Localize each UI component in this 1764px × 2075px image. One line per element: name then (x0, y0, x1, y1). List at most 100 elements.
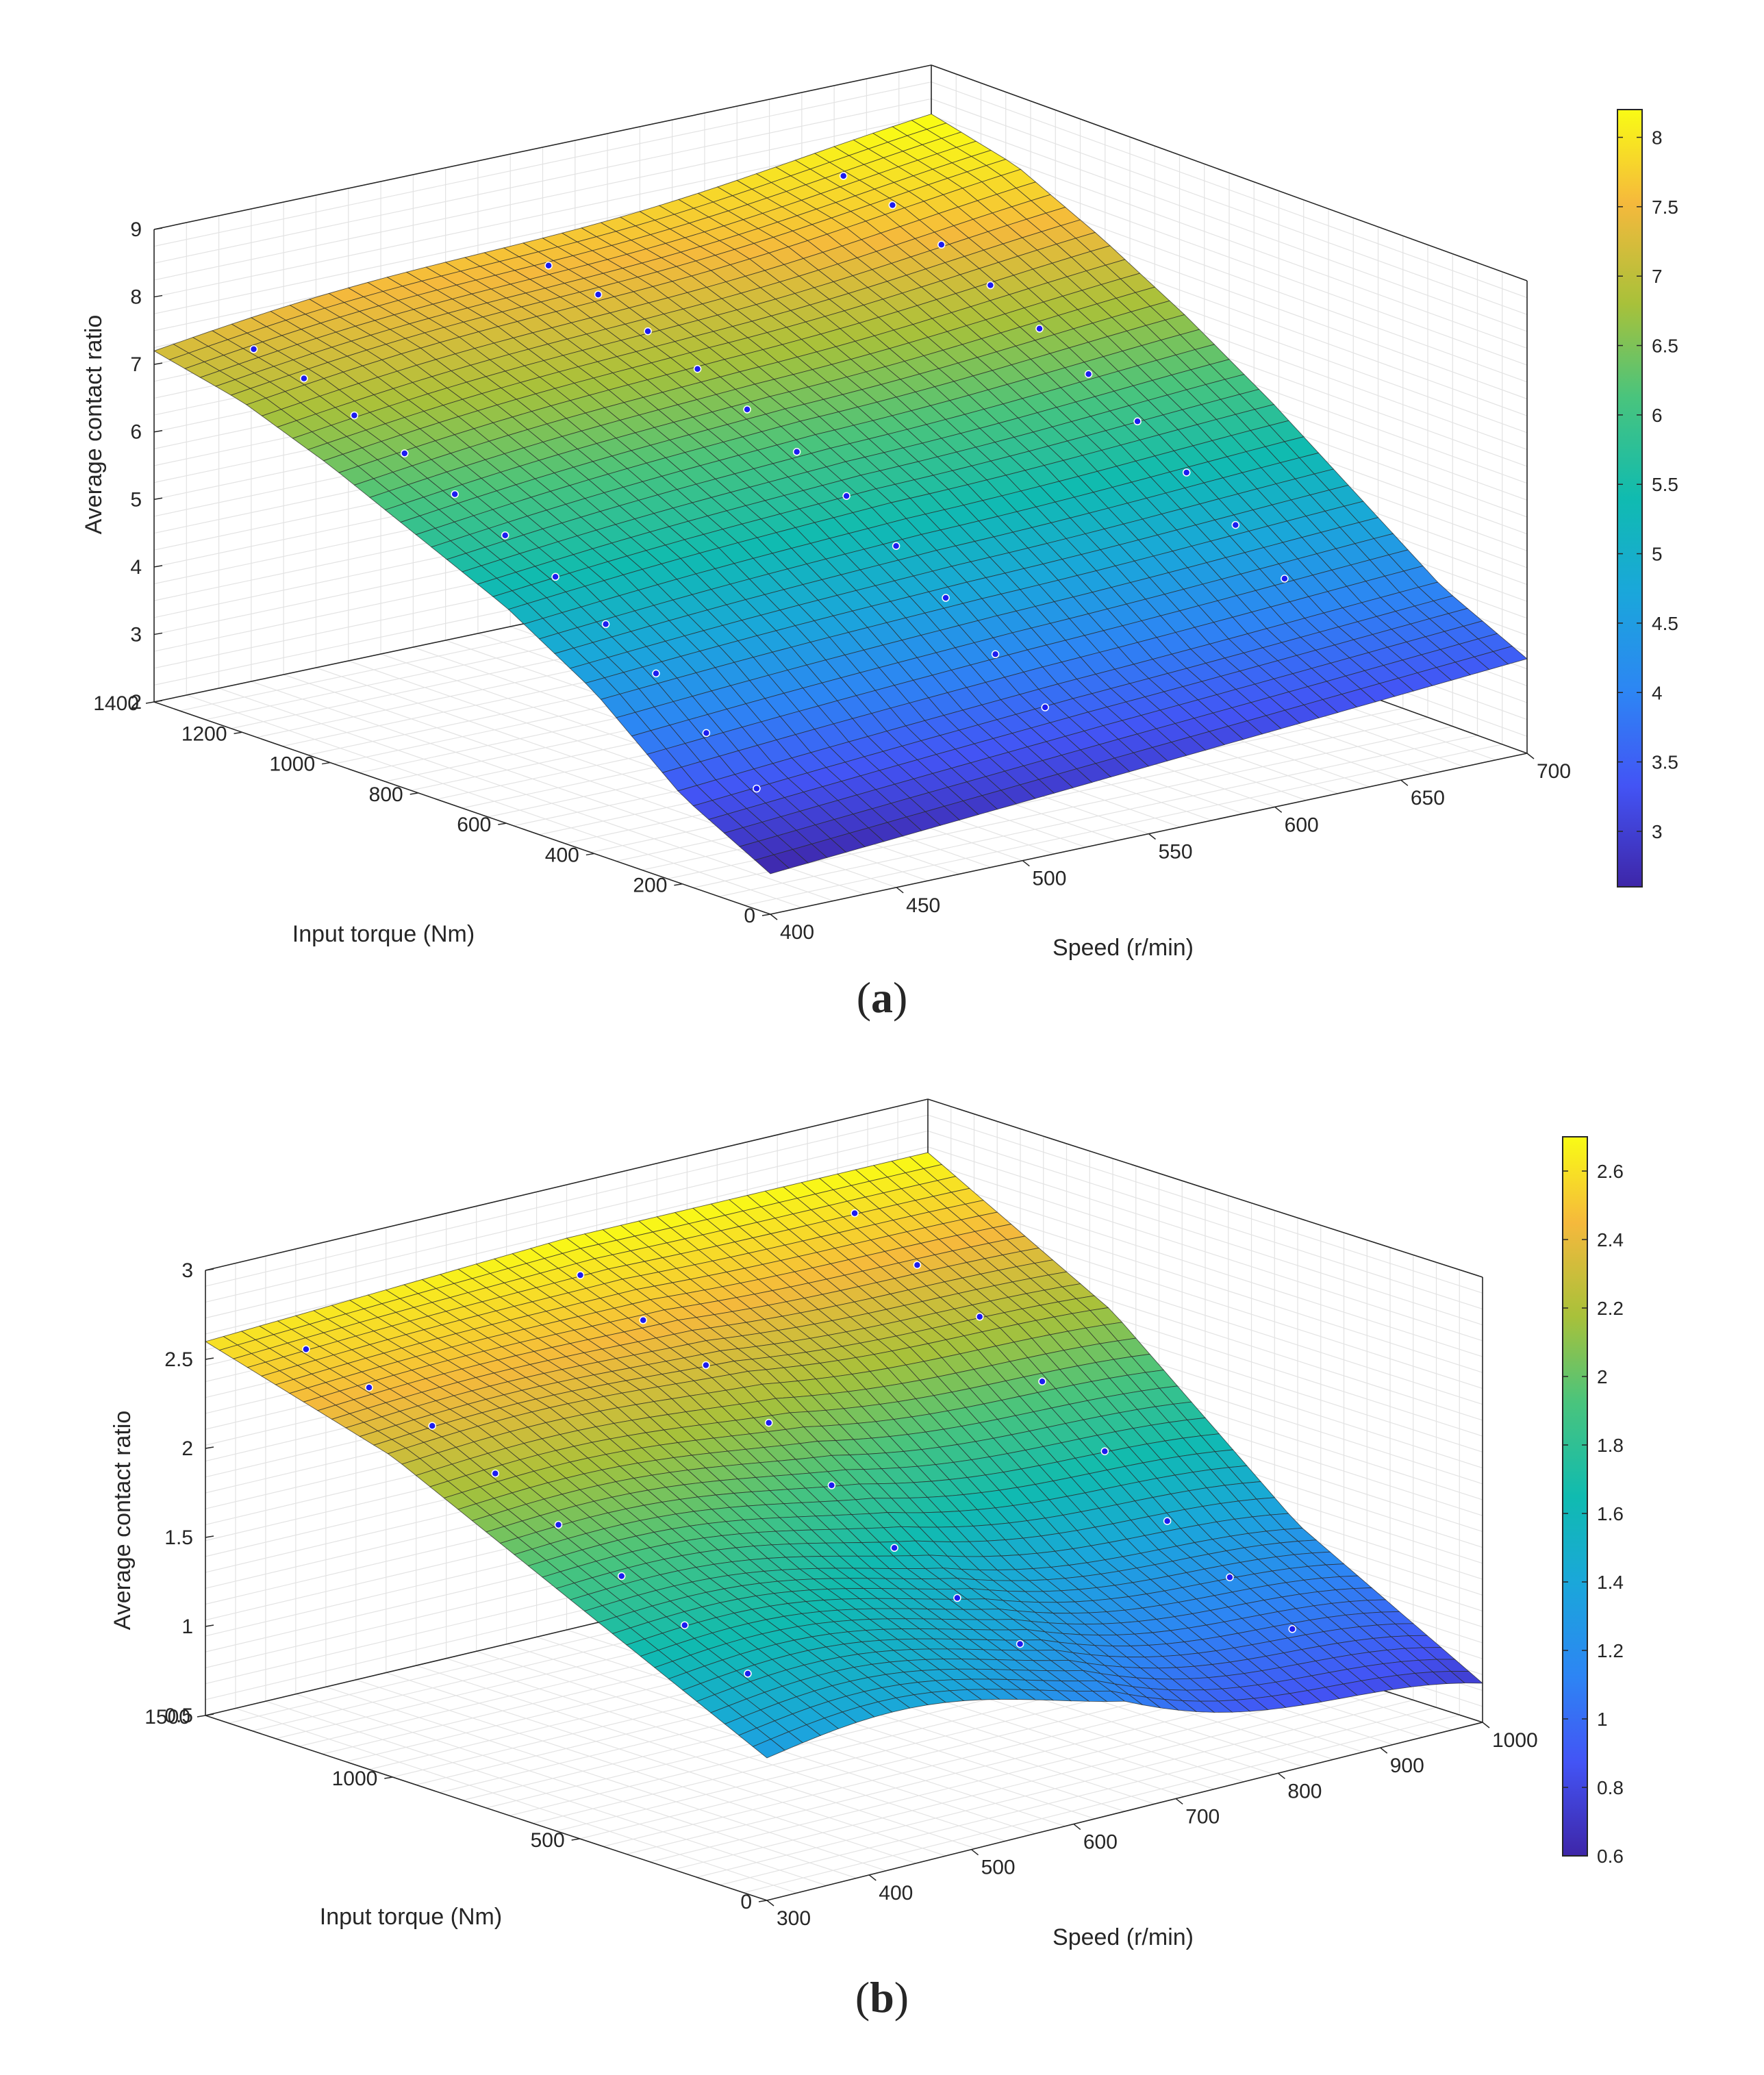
z-tick-label: 3 (130, 623, 142, 646)
data-marker (365, 1383, 373, 1392)
x-tick-label: 650 (1411, 787, 1445, 809)
data-marker (753, 784, 761, 793)
x-tick-label: 1000 (1492, 1729, 1538, 1752)
colorbar-a (1617, 109, 1643, 888)
data-marker (544, 262, 553, 270)
z-tick-label: 3 (181, 1259, 193, 1282)
surface-chart-a: 2 3 4 5 6 7 8 9 0 200 400 600 800 1000 1200 1400 400 450 5… (81, 64, 1678, 961)
data-marker (1226, 1573, 1234, 1581)
colorbar-tick-label: 2 (1597, 1366, 1608, 1387)
caption-a: (a) (856, 973, 908, 1022)
colorbar-tick-label: 1.4 (1597, 1572, 1624, 1593)
data-marker (1035, 325, 1044, 333)
y-tick-label: 1500 (144, 1706, 190, 1728)
y-tick-label: 1000 (332, 1768, 378, 1790)
data-marker (601, 620, 610, 629)
chart-panel-a: 2 3 4 5 6 7 8 9 0 200 400 600 800 1000 1200 1400 400 450 5… (0, 0, 1764, 1027)
data-marker (842, 492, 850, 500)
z-tick-label: 2.5 (164, 1348, 193, 1371)
colorbar-tick-label: 1.2 (1597, 1640, 1624, 1661)
colorbar-tick-label: 1 (1597, 1709, 1608, 1730)
ylabel-a: Input torque (Nm) (292, 921, 475, 947)
y-tick-label: 0 (744, 905, 755, 927)
data-marker (827, 1481, 836, 1489)
x-tick-label: 500 (981, 1857, 1016, 1879)
data-marker (892, 542, 900, 550)
x-tick-label: 900 (1390, 1755, 1424, 1777)
surface-chart-b: 0.5 1 1.5 2 2.5 3 0 500 1000 1500 300 400 500 600 700 8… (110, 1098, 1624, 1950)
data-marker (451, 490, 459, 499)
data-marker (1182, 468, 1191, 477)
z-tick-label: 2 (130, 691, 142, 714)
x-tick-label: 450 (906, 894, 940, 917)
y-tick-label: 800 (369, 783, 403, 806)
data-marker (743, 405, 751, 414)
y-tick-label: 400 (545, 844, 579, 866)
z-tick-label: 8 (130, 286, 142, 309)
colorbar-tick-label: 6.5 (1652, 336, 1678, 357)
data-marker (554, 1520, 563, 1529)
data-marker (428, 1422, 436, 1430)
x-tick-label: 400 (879, 1882, 913, 1904)
colorbar-tick-label: 7 (1652, 266, 1663, 287)
data-marker (792, 448, 801, 456)
y-tick-label: 1400 (93, 692, 139, 715)
data-marker (1231, 520, 1240, 529)
y-tick-label: 1200 (181, 722, 227, 745)
data-marker (1100, 1447, 1109, 1455)
colorbar-b (1562, 1136, 1588, 1857)
z-tick-label: 1.5 (164, 1526, 193, 1549)
x-tick-label: 600 (1083, 1831, 1118, 1854)
data-marker (551, 573, 559, 581)
data-marker (953, 1594, 961, 1602)
z-tick-label: 5 (130, 488, 142, 511)
data-marker (986, 281, 995, 290)
x-tick-label: 700 (1185, 1805, 1220, 1828)
colorbar-tick-label: 2.2 (1597, 1298, 1624, 1319)
y-tick-label: 1000 (269, 753, 315, 776)
y-tick-label: 500 (531, 1829, 565, 1852)
data-marker (991, 650, 1000, 659)
data-marker (1281, 575, 1289, 583)
data-marker (617, 1572, 626, 1581)
data-marker (302, 1345, 310, 1353)
x-tick-label: 600 (1285, 814, 1319, 836)
x-tick-label: 800 (1287, 1780, 1322, 1802)
colorbar-ticks-a: 3 3.5 4 4.5 5 5.5 6 6.5 7 7.5 8 (1617, 127, 1678, 842)
zlabel-b: Average contact ratio (110, 1411, 136, 1631)
data-marker (693, 364, 702, 373)
colorbar-tick-label: 2.4 (1597, 1229, 1624, 1250)
data-marker (937, 240, 946, 249)
x-tick-label: 550 (1159, 841, 1193, 864)
data-marker (652, 669, 660, 678)
colorbar-tick-label: 0.8 (1597, 1777, 1624, 1798)
data-marker (744, 1670, 752, 1678)
data-marker (249, 345, 258, 353)
y-tick-label: 200 (633, 875, 667, 897)
colorbar-ticks-b: 0.6 0.8 1 1.2 1.4 1.6 1.8 2 2.2 2.4 2.6 (1563, 1161, 1624, 1867)
data-marker (702, 1361, 710, 1370)
colorbar-tick-label: 7.5 (1652, 197, 1678, 218)
colorbar-tick-label: 5 (1652, 544, 1663, 565)
tick-labels-a: 2 3 4 5 6 7 8 9 0 200 400 600 800 1000 1200 1400 400 450 5… (93, 218, 1571, 944)
colorbar-tick-label: 1.6 (1597, 1503, 1624, 1524)
ylabel-b: Input torque (Nm) (320, 1904, 502, 1930)
markers-b (302, 1209, 1296, 1678)
surface-a (153, 114, 1528, 875)
x-tick-label: 300 (777, 1907, 811, 1930)
colorbar-tick-label: 0.6 (1597, 1846, 1624, 1867)
data-marker (681, 1621, 689, 1629)
data-marker (764, 1418, 773, 1427)
data-marker (850, 1209, 859, 1218)
colorbar-tick-label: 4 (1652, 682, 1663, 703)
y-tick-label: 0 (740, 1891, 752, 1913)
data-marker (401, 449, 409, 457)
surface-b (204, 1152, 1484, 1759)
data-marker (350, 411, 359, 420)
data-marker (1084, 370, 1093, 378)
data-marker (1133, 417, 1142, 426)
chart-panel-b: 0.5 1 1.5 2 2.5 3 0 500 1000 1500 300 400 500 600 700 8… (0, 1048, 1764, 2075)
colorbar-tick-label: 6 (1652, 405, 1663, 426)
data-marker (1288, 1625, 1296, 1633)
data-marker (890, 1544, 898, 1552)
